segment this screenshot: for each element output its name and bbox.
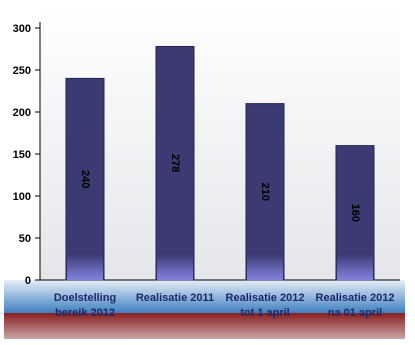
bar-highlight [337,254,373,280]
data-label: 240 [79,170,91,188]
y-tick-label: 0 [25,275,31,287]
bar [245,103,285,281]
category-label: tot 1 april [240,307,290,319]
y-tick-label: 250 [13,65,31,77]
category-label: Realisatie 2012 [316,292,395,304]
category-label: Realisatie 2012 [226,292,305,304]
y-tick-label: 300 [13,23,31,35]
data-label: 278 [169,154,181,172]
bar-highlight [67,254,103,280]
y-axis-ticks: 0 50 100 150 200 250 300 [13,23,40,287]
y-tick-label: 150 [13,149,31,161]
data-label: 210 [259,183,271,201]
bars: 240 278 210 160 [65,45,375,281]
data-label: 160 [349,204,361,222]
category-label: bereik 2012 [55,307,115,319]
bar-highlight [247,254,283,280]
bar [65,77,105,281]
category-band-blue [4,280,405,313]
category-label: Doelstelling [54,292,116,304]
x-axis-labels: Doelstelling bereik 2012 Realisatie 2011 Re… [54,292,395,319]
category-label: na 01 april [328,307,382,319]
bar-highlight [157,254,193,280]
y-tick-label: 100 [13,191,31,203]
category-label: Realisatie 2011 [136,292,214,304]
bar [155,45,195,281]
category-band-red [4,313,405,339]
y-tick-label: 50 [19,233,31,245]
y-tick-label: 200 [13,107,31,119]
